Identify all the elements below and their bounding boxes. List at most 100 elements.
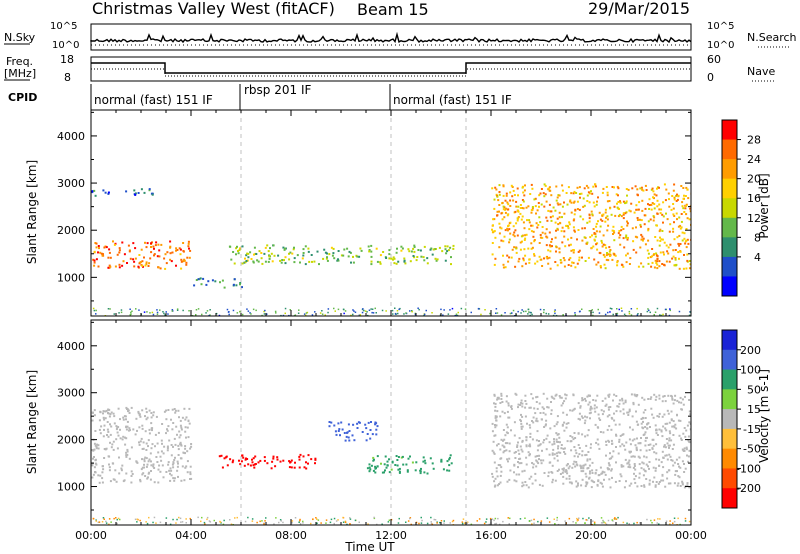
echo-cell [611,519,613,521]
echo-cell [502,208,505,211]
echo-cell [494,415,497,418]
echo-cell [649,311,651,314]
echo-cell [388,458,390,461]
echo-cell [515,222,518,225]
echo-cell [489,517,492,520]
echo-cell [174,411,177,414]
echo-cell [562,447,565,450]
echo-cell [143,311,146,313]
echo-cell [493,394,496,397]
echo-cell [379,262,382,265]
echo-cell [197,308,200,310]
echo-cell [524,254,527,257]
echo-cell [115,517,117,519]
echo-cell [367,421,370,424]
echo-cell [311,260,313,263]
echo-cell [648,467,650,470]
echo-cell [502,429,505,431]
echo-cell [302,252,305,254]
echo-cell [177,475,179,478]
echo-cell [269,247,271,250]
echo-cell [553,425,556,428]
echo-cell [346,431,348,434]
echo-cell [663,444,666,447]
echo-cell [185,465,188,468]
echo-cell [284,307,287,310]
echo-cell [636,208,639,211]
echo-cell [658,428,661,431]
echo-cell [308,260,311,263]
echo-cell [676,484,679,487]
echo-cell [169,523,172,525]
echo-cell [602,410,605,413]
echo-cell [625,211,628,214]
echo-cell [505,400,508,403]
echo-cell [538,440,540,442]
echo-cell [167,313,169,315]
echo-cell [141,458,143,461]
echo-cell [155,241,158,244]
echo-cell [156,255,159,258]
echo-cell [282,246,285,249]
echo-cell [537,202,540,204]
echo-cell [545,216,548,219]
echo-cell [289,461,292,463]
echo-cell [544,232,547,235]
echo-cell [253,466,256,469]
echo-cell [495,308,498,310]
echo-cell [513,451,516,454]
echo-cell [656,260,659,263]
echo-cell [653,476,656,479]
echo-cell [145,411,148,414]
echo-cell [122,260,125,263]
echo-cell [314,311,316,313]
echo-cell [93,250,96,253]
echo-cell [301,257,304,260]
echo-cell [277,254,280,257]
echo-cell [606,218,609,221]
echo-cell [644,426,647,428]
echo-cell [552,314,555,316]
echo-cell [640,186,643,189]
echo-cell [597,308,599,311]
echo-cell [575,480,578,483]
echo-cell [456,314,459,316]
echo-cell [368,250,371,253]
echo-cell [113,415,116,418]
echo-cell [520,399,523,402]
echo-cell [263,459,266,462]
echo-cell [569,409,572,412]
echo-cell [623,486,626,489]
echo-cell [543,205,546,208]
echo-cell [651,202,654,204]
echo-cell [686,238,689,241]
echo-cell [561,468,564,471]
colorbar-swatch [722,178,737,199]
echo-cell [559,473,562,475]
echo-cell [679,523,681,525]
echo-cell [662,201,665,204]
echo-cell [646,423,648,426]
echo-cell [259,459,262,462]
echo-cell [570,211,573,214]
echo-cell [385,310,387,312]
echo-cell [99,432,102,435]
echo-cell [204,523,206,525]
echo-cell [532,416,535,419]
echo-cell [529,193,532,195]
echo-cell [105,522,108,524]
echo-cell [284,312,286,315]
echo-cell [281,259,284,261]
echo-cell [147,265,150,267]
echo-cell [316,522,318,524]
echo-cell [585,184,588,187]
echo-cell [260,257,263,260]
echo-cell [616,314,618,316]
echo-cell [548,189,551,192]
echo-cell [554,312,556,315]
echo-cell [498,193,501,196]
echo-cell [619,234,622,237]
echo-cell [264,246,267,249]
colorbar-swatch [722,256,737,277]
echo-cell [678,434,681,437]
